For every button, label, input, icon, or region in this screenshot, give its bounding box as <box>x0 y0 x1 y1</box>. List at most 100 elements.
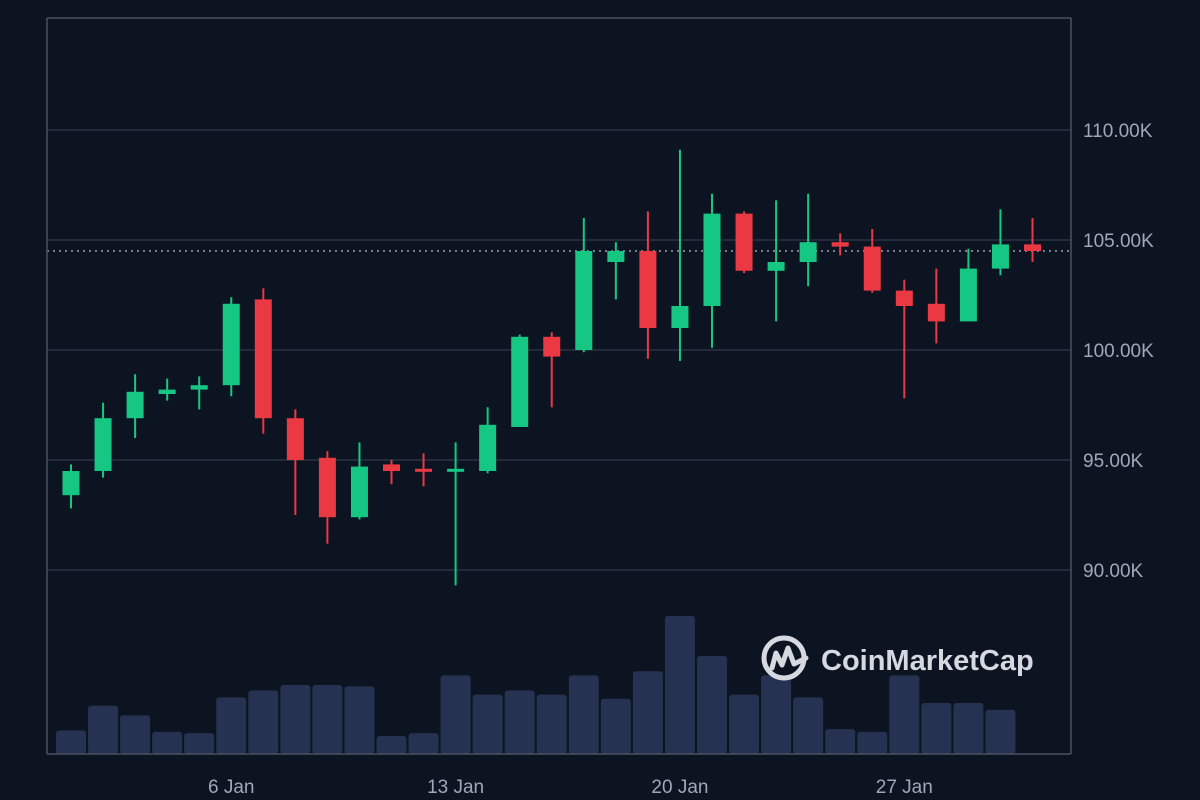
candle <box>1024 218 1041 262</box>
volume-bar <box>88 705 119 754</box>
candle <box>158 378 176 401</box>
candle <box>607 242 625 300</box>
volume-bar <box>152 731 183 754</box>
volume-bar <box>568 675 599 754</box>
volume-bar <box>56 730 86 754</box>
candle-body <box>927 303 945 322</box>
volume-bar <box>761 675 792 754</box>
candle <box>415 453 433 487</box>
volume-bar <box>536 694 567 754</box>
candle-body <box>607 251 625 262</box>
watermark-text: CoinMarketCap <box>821 645 1034 677</box>
candle <box>895 279 913 399</box>
y-tick-label: 110.00K <box>1083 121 1153 142</box>
candle-body <box>190 385 208 390</box>
candle <box>447 442 465 586</box>
volume-bar <box>664 616 695 754</box>
candle-body <box>575 251 593 350</box>
candle-body <box>671 306 689 328</box>
candle <box>639 211 657 359</box>
candle <box>222 297 240 397</box>
y-tick-label: 100.00K <box>1083 341 1154 362</box>
y-tick-label: 105.00K <box>1083 231 1154 252</box>
candle-body <box>222 303 240 386</box>
candle <box>190 376 208 410</box>
candle-body <box>479 424 497 471</box>
candle <box>286 409 304 515</box>
candle-body <box>735 213 753 271</box>
candle-body <box>767 262 785 271</box>
candle <box>735 211 753 273</box>
candle-body <box>126 391 144 419</box>
volume-bar <box>312 685 343 754</box>
candle <box>318 451 336 544</box>
candle-body <box>831 242 849 247</box>
candle-layer <box>62 149 1041 586</box>
candle-body <box>383 464 400 471</box>
volume-bar <box>953 702 984 754</box>
candle-body <box>62 471 80 496</box>
volume-bar <box>472 694 503 754</box>
x-tick-label: 27 Jan <box>876 777 933 798</box>
candle <box>575 218 593 353</box>
coinmarketcap-logo-icon <box>761 635 809 681</box>
volume-bar <box>376 736 407 754</box>
volume-bar <box>504 690 535 754</box>
candle-body <box>318 457 336 518</box>
x-tick-label: 6 Jan <box>208 777 254 798</box>
volume-bar <box>921 702 952 754</box>
candle-body <box>895 290 913 306</box>
label-layer: 90.00K 95.00K 100.00K 105.00K 110.00K 6 Jan 13… <box>208 121 1154 798</box>
candle-body <box>447 468 465 472</box>
candle-body <box>511 336 529 427</box>
candle-body <box>350 466 368 518</box>
y-tick-label: 95.00K <box>1083 451 1144 472</box>
volume-bar <box>729 694 760 754</box>
candle-body <box>991 244 1009 269</box>
candle-body <box>799 242 817 262</box>
candle <box>383 460 400 485</box>
candle <box>959 248 977 322</box>
volume-bar <box>697 656 727 754</box>
candle <box>350 442 368 520</box>
volume-bar <box>825 729 856 754</box>
candle-body <box>1024 244 1041 251</box>
volume-layer <box>56 616 1016 754</box>
candle <box>94 402 112 478</box>
candle <box>703 193 721 348</box>
candle <box>479 407 497 474</box>
watermark: CoinMarketCap <box>761 635 1034 681</box>
candle <box>511 334 529 427</box>
candle <box>831 233 849 256</box>
candle-body <box>254 299 272 419</box>
x-tick-label: 13 Jan <box>427 777 484 798</box>
candle <box>543 332 561 408</box>
volume-bar <box>985 709 1016 754</box>
x-tick-label: 20 Jan <box>651 777 708 798</box>
candle-body <box>543 336 561 357</box>
candle-body <box>286 418 304 460</box>
candle-body <box>415 468 433 472</box>
volume-bar <box>248 690 279 754</box>
candle <box>991 209 1009 276</box>
volume-bar <box>632 671 663 754</box>
candle <box>254 288 272 434</box>
volume-bar <box>216 697 247 754</box>
volume-bar <box>793 697 824 754</box>
candle <box>799 193 817 287</box>
candle <box>126 374 144 438</box>
candle <box>62 464 80 509</box>
candle <box>767 200 785 322</box>
volume-bar <box>857 731 888 754</box>
volume-bar <box>600 698 631 754</box>
candle-body <box>863 246 881 291</box>
volume-bar <box>184 733 215 754</box>
axis-layer <box>46 17 1072 755</box>
volume-bar <box>120 715 151 754</box>
volume-bar <box>889 675 920 754</box>
candle-body <box>959 268 977 322</box>
volume-bar <box>344 686 375 754</box>
candle-body <box>639 251 657 328</box>
y-tick-label: 90.00K <box>1083 561 1144 582</box>
